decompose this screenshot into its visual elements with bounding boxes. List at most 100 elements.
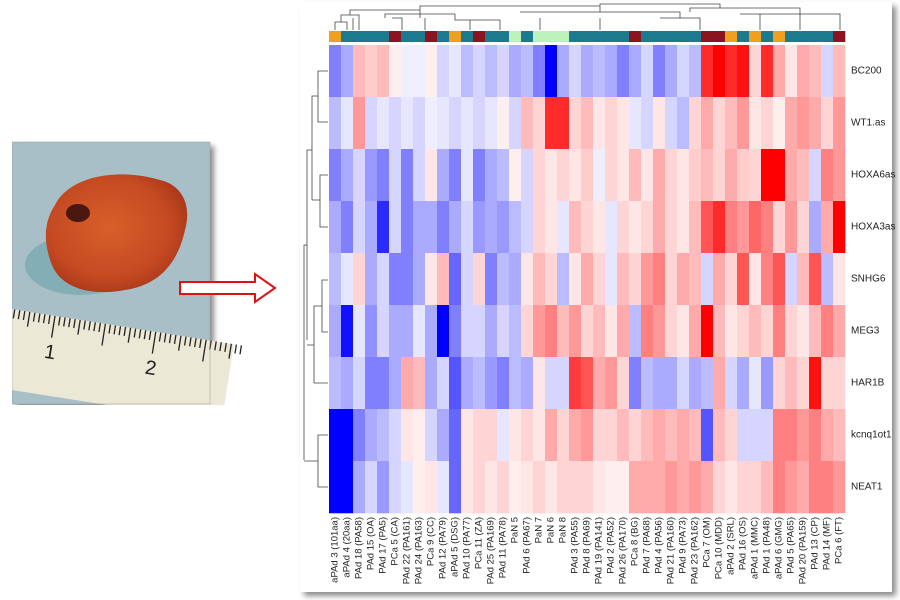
group-color <box>713 31 726 42</box>
heatmap-cell <box>641 253 654 306</box>
heatmap-cell <box>497 409 510 462</box>
heatmap-cell <box>713 149 726 202</box>
heatmap-cell <box>629 305 642 358</box>
column-label: PAd 26 (PA170) <box>618 517 629 584</box>
group-color <box>701 31 714 42</box>
heatmap-cell <box>521 357 534 410</box>
heatmap-cell <box>389 357 402 410</box>
heatmap-cell <box>737 409 750 462</box>
ruler-tick <box>168 334 172 344</box>
heatmap-cell <box>485 45 498 98</box>
group-color <box>797 31 810 42</box>
heatmap-cell <box>341 201 354 254</box>
heatmap-cell <box>617 201 630 254</box>
heatmap-cell <box>365 253 378 306</box>
heatmap-cell <box>689 149 702 202</box>
heatmap-cell <box>833 253 846 306</box>
ruler-tick <box>143 330 147 340</box>
heatmap-cell <box>377 357 390 410</box>
heatmap-cell <box>509 461 522 514</box>
heatmap-cell <box>485 201 498 254</box>
row-label: HOXA6as <box>851 170 895 181</box>
column-label: PCa 7 (OM) <box>702 517 713 568</box>
heatmap-cell <box>413 97 426 150</box>
group-color <box>665 31 678 42</box>
column-label: PAd 3 (PA55) <box>570 517 581 574</box>
heatmap-cell <box>761 357 774 410</box>
heatmap-cell <box>785 97 798 150</box>
heatmap-cell <box>413 461 426 514</box>
heatmap-cell <box>713 357 726 410</box>
group-color <box>761 31 774 42</box>
heatmap-cell <box>833 149 846 202</box>
heatmap-cell <box>701 97 714 150</box>
heatmap-cell <box>689 253 702 306</box>
heatmap-cell <box>401 409 414 462</box>
ruler-tick <box>77 319 81 335</box>
heatmap-cell <box>545 97 558 150</box>
heatmap-cell <box>797 149 810 202</box>
ruler-tick <box>194 338 197 348</box>
heatmap-cell <box>557 201 570 254</box>
heatmap-cell <box>545 45 558 98</box>
heatmap-cell <box>773 149 786 202</box>
column-label: aPAd 1 (MMC) <box>750 517 761 579</box>
heatmap-cell <box>329 45 342 98</box>
heatmap-cell <box>701 305 714 358</box>
heatmap-cell <box>725 305 738 358</box>
row-label: kcnq1ot1 <box>851 430 892 441</box>
heatmap-cell <box>677 201 690 254</box>
heatmap-cell <box>365 97 378 150</box>
heatmap-cell <box>773 97 786 150</box>
heatmap-cell <box>785 149 798 202</box>
heatmap-cell <box>737 305 750 358</box>
ruler-tick <box>177 335 182 351</box>
heatmap-cell <box>437 461 450 514</box>
heatmap: BC200 WT1.as HOXA6as HOXA3as SNHG6 MEG3 HAR1B k… <box>329 31 895 584</box>
heatmap-cell <box>617 409 630 462</box>
heatmap-cell <box>773 45 786 98</box>
heatmap-cell <box>593 357 606 410</box>
heatmap-cell <box>797 357 810 410</box>
group-color <box>341 31 354 42</box>
column-dendrogram <box>334 3 841 30</box>
ruler-tick <box>183 336 187 346</box>
heatmap-cell <box>497 461 510 514</box>
heatmap-cell <box>593 461 606 514</box>
heatmap-cell <box>449 409 462 462</box>
ruler-tick <box>50 315 56 338</box>
heatmap-cell <box>569 461 582 514</box>
heatmap-cell <box>593 201 606 254</box>
column-label: PCa 11 (ZA) <box>474 517 485 569</box>
arrow <box>179 272 277 304</box>
ruler-tick <box>22 310 26 321</box>
heatmap-cell <box>437 97 450 150</box>
heatmap-cell <box>521 461 534 514</box>
heatmap-cell <box>461 357 474 410</box>
heatmap-cell <box>449 45 462 98</box>
heatmap-cell <box>713 201 726 254</box>
heatmap-cell <box>329 149 342 202</box>
heatmap-cell <box>593 409 606 462</box>
heatmap-cell <box>509 357 522 410</box>
ruler-tick <box>138 329 142 339</box>
column-label: PCa 6 (FT) <box>834 517 845 564</box>
heatmap-cell <box>521 149 534 202</box>
heatmap-cell <box>605 409 618 462</box>
heatmap-cell <box>437 45 450 98</box>
heatmap-cell <box>785 461 798 514</box>
group-color <box>593 31 606 42</box>
heatmap-cell <box>773 253 786 306</box>
heatmap-cell <box>521 201 534 254</box>
heatmap-cell <box>581 201 594 254</box>
ruler-tick <box>32 312 36 322</box>
row-label: HOXA3as <box>851 222 895 233</box>
heatmap-cell <box>341 45 354 98</box>
heatmap-cell <box>701 201 714 254</box>
heatmap-cell <box>749 253 762 306</box>
heatmap-cell <box>365 201 378 254</box>
heatmap-cell <box>341 149 354 202</box>
heatmap-cell <box>593 305 606 358</box>
heatmap-cell <box>401 45 414 98</box>
heatmap-cell <box>653 253 666 306</box>
